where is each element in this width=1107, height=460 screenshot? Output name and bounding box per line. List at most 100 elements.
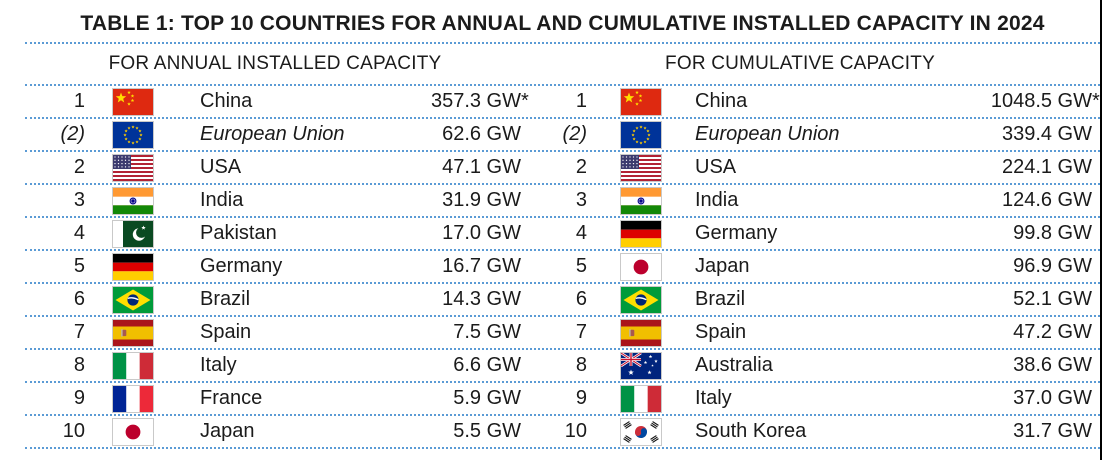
cumulative-capacity-value: 31.7 GW [1013, 420, 1092, 442]
annual-rank: 10 [62, 420, 85, 442]
annual-capacity-value: 357.3 GW* [430, 90, 529, 112]
cumulative-rank: 4 [575, 222, 587, 244]
cumulative-country-name: European Union [695, 123, 840, 145]
cumulative-country-name: Italy [695, 387, 732, 409]
annual-country-name: France [200, 387, 263, 409]
table-row: 10 Japan 5.5 GW 10 South Korea 31.7 GW [25, 416, 1100, 449]
cumulative-rank: 6 [575, 288, 587, 310]
flag-usa-icon [95, 153, 170, 182]
flag-india-icon [603, 186, 678, 215]
table-row: 3 India 31.9 GW 3 India 124.6 GW [25, 185, 1100, 218]
cumulative-country-name: Brazil [695, 288, 746, 310]
cumulative-country-name: South Korea [695, 420, 807, 442]
table-row: 2 USA 47.1 GW 2 USA 224.1 GW [25, 152, 1100, 185]
flag-southkorea-icon [603, 417, 678, 446]
annual-rank: 7 [73, 321, 85, 343]
flag-eu-icon [603, 120, 678, 149]
table-title-row: TABLE 1: TOP 10 COUNTRIES FOR ANNUAL AND… [25, 6, 1100, 44]
flag-brazil-icon [603, 285, 678, 314]
table-row: 9 France 5.9 GW 9 Italy 37.0 GW [25, 383, 1100, 416]
cumulative-country-name: Australia [695, 354, 773, 376]
cumulative-country-name: China [695, 90, 748, 112]
annual-country-name: Italy [200, 354, 237, 376]
table-row: 8 Italy 6.6 GW 8 Australia 38.6 GW [25, 350, 1100, 383]
cumulative-country-name: Spain [695, 321, 747, 343]
flag-spain-icon [603, 318, 678, 347]
annual-capacity-value: 17.0 GW [442, 222, 521, 244]
capacity-table: TABLE 1: TOP 10 COUNTRIES FOR ANNUAL AND… [25, 6, 1100, 449]
annual-capacity-value: 62.6 GW [442, 123, 521, 145]
annual-capacity-value: 5.5 GW [453, 420, 521, 442]
table-body: 1 China 357.3 GW* 1 China 1048.5 GW* (2)… [25, 86, 1100, 449]
cumulative-country-name: Japan [695, 255, 750, 277]
table-title: TABLE 1: TOP 10 COUNTRIES FOR ANNUAL AND… [80, 12, 1045, 35]
annual-country-name: Spain [200, 321, 252, 343]
annual-rank: 5 [73, 255, 85, 277]
cumulative-rank: 3 [575, 189, 587, 211]
annual-rank: 9 [73, 387, 85, 409]
annual-capacity-value: 5.9 GW [453, 387, 521, 409]
flag-eu-icon [95, 120, 170, 149]
cumulative-rank: 8 [575, 354, 587, 376]
annual-country-name: Pakistan [200, 222, 277, 244]
cumulative-rank: (2) [562, 123, 587, 145]
annual-capacity-value: 6.6 GW [453, 354, 521, 376]
table-row: 6 Brazil 14.3 GW 6 Brazil 52.1 GW [25, 284, 1100, 317]
cumulative-rank: 1 [575, 90, 587, 112]
flag-usa-icon [603, 153, 678, 182]
cumulative-capacity-value: 96.9 GW [1013, 255, 1092, 277]
annual-capacity-value: 47.1 GW [442, 156, 521, 178]
flag-brazil-icon [95, 285, 170, 314]
annual-capacity-value: 31.9 GW [442, 189, 521, 211]
annual-capacity-value: 14.3 GW [442, 288, 521, 310]
annual-rank: (2) [60, 123, 85, 145]
flag-france-icon [95, 384, 170, 413]
table-row: 5 Germany 16.7 GW 5 Japan 96.9 GW [25, 251, 1100, 284]
annual-rank: 6 [73, 288, 85, 310]
cumulative-capacity-value: 37.0 GW [1013, 387, 1092, 409]
flag-china-icon [603, 87, 678, 116]
cumulative-section-header: FOR CUMULATIVE CAPACITY [665, 53, 935, 74]
cumulative-capacity-value: 339.4 GW [1001, 123, 1092, 145]
annual-rank: 8 [73, 354, 85, 376]
annual-section-header: FOR ANNUAL INSTALLED CAPACITY [108, 53, 442, 74]
annual-country-name: China [200, 90, 253, 112]
cumulative-capacity-value: 124.6 GW [1001, 189, 1092, 211]
annual-country-name: USA [200, 156, 242, 178]
annual-capacity-value: 16.7 GW [442, 255, 521, 277]
flag-india-icon [95, 186, 170, 215]
annual-country-name: Brazil [200, 288, 251, 310]
annual-country-name: India [200, 189, 244, 211]
annual-rank: 1 [73, 90, 85, 112]
cumulative-capacity-value: 1048.5 GW* [990, 90, 1100, 112]
table-header-row: FOR ANNUAL INSTALLED CAPACITY FOR CUMULA… [25, 44, 1100, 86]
cumulative-country-name: India [695, 189, 739, 211]
cumulative-capacity-value: 47.2 GW [1013, 321, 1092, 343]
flag-italy-icon [603, 384, 678, 413]
cumulative-country-name: Germany [695, 222, 778, 244]
annual-rank: 2 [73, 156, 85, 178]
cumulative-rank: 7 [575, 321, 587, 343]
flag-spain-icon [95, 318, 170, 347]
annual-country-name: European Union [200, 123, 345, 145]
cumulative-capacity-value: 99.8 GW [1013, 222, 1092, 244]
cumulative-country-name: USA [695, 156, 737, 178]
flag-japan-icon [95, 417, 170, 446]
flag-australia-icon [603, 351, 678, 380]
annual-country-name: Japan [200, 420, 255, 442]
cumulative-capacity-value: 38.6 GW [1013, 354, 1092, 376]
page-edge-rule [1100, 0, 1102, 460]
annual-rank: 4 [73, 222, 85, 244]
table-row: 7 Spain 7.5 GW 7 Spain 47.2 GW [25, 317, 1100, 350]
flag-germany-icon [603, 219, 678, 248]
cumulative-capacity-value: 224.1 GW [1001, 156, 1092, 178]
cumulative-rank: 10 [564, 420, 587, 442]
table-row: 1 China 357.3 GW* 1 China 1048.5 GW* [25, 86, 1100, 119]
table-row: 4 Pakistan 17.0 GW 4 Germany 99.8 GW [25, 218, 1100, 251]
flag-italy-icon [95, 351, 170, 380]
cumulative-rank: 9 [575, 387, 587, 409]
cumulative-capacity-value: 52.1 GW [1013, 288, 1092, 310]
flag-japan-icon [603, 252, 678, 281]
cumulative-rank: 5 [575, 255, 587, 277]
